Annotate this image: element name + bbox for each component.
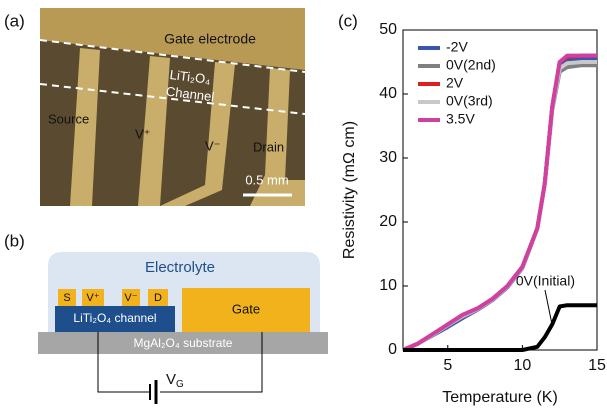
annotation-label: 0V(Initial) (516, 273, 575, 289)
series-line (403, 65, 597, 350)
vg-main: V (166, 371, 176, 388)
channel-label: LiTi₂O₄ channel (73, 311, 156, 325)
figure: (a) Gate electrode LiTi₂O₄ Channel Sourc… (0, 0, 607, 411)
annotation-pointer (545, 290, 552, 324)
x-tick-label: 5 (443, 357, 452, 374)
x-tick-label: 15 (588, 357, 606, 374)
source-label: Source (48, 111, 89, 126)
y-tick-label: 50 (379, 21, 397, 38)
electrode-label: D (154, 292, 162, 304)
drain-label: Drain (253, 139, 284, 154)
y-tick-label: 40 (379, 85, 397, 102)
panel-label: (c) (338, 11, 358, 30)
y-tick-label: 20 (379, 213, 397, 230)
x-tick-label: 10 (513, 357, 531, 374)
vplus-label: V⁺ (135, 126, 151, 141)
plot-frame (403, 30, 597, 350)
y-tick-label: 30 (379, 149, 397, 166)
x-axis-label: Temperature (K) (442, 389, 558, 406)
gate-label: Gate (232, 301, 260, 316)
electrode-label: V⁺ (86, 292, 99, 304)
gate-label: Gate electrode (164, 31, 256, 47)
y-tick-label: 10 (379, 277, 397, 294)
panel-label: (b) (4, 231, 25, 250)
legend-label: 3.5V (446, 111, 475, 127)
vg-label: VG (166, 371, 184, 390)
vminus-label: V⁻ (205, 138, 221, 153)
y-axis-label: Resistivity (mΩ cm) (341, 121, 358, 259)
panel-label: (a) (4, 11, 25, 30)
scale-label: 0.5 mm (245, 172, 288, 187)
legend-label: 2V (446, 75, 464, 91)
legend-label: 0V(2nd) (446, 57, 496, 73)
series-line (403, 305, 597, 350)
electrode-label: S (63, 292, 70, 304)
legend-label: -2V (446, 39, 468, 55)
y-tick-label: 0 (388, 341, 397, 358)
electrode-label: V⁻ (124, 292, 137, 304)
electrolyte-label: Electrolyte (145, 259, 215, 276)
legend-label: 0V(3rd) (446, 93, 493, 109)
vg-sub: G (176, 379, 184, 390)
chart: (c) Temperature (K) Resistivity (mΩ cm) … (338, 11, 606, 406)
substrate-label: MgAl₂O₄ substrate (134, 336, 233, 350)
